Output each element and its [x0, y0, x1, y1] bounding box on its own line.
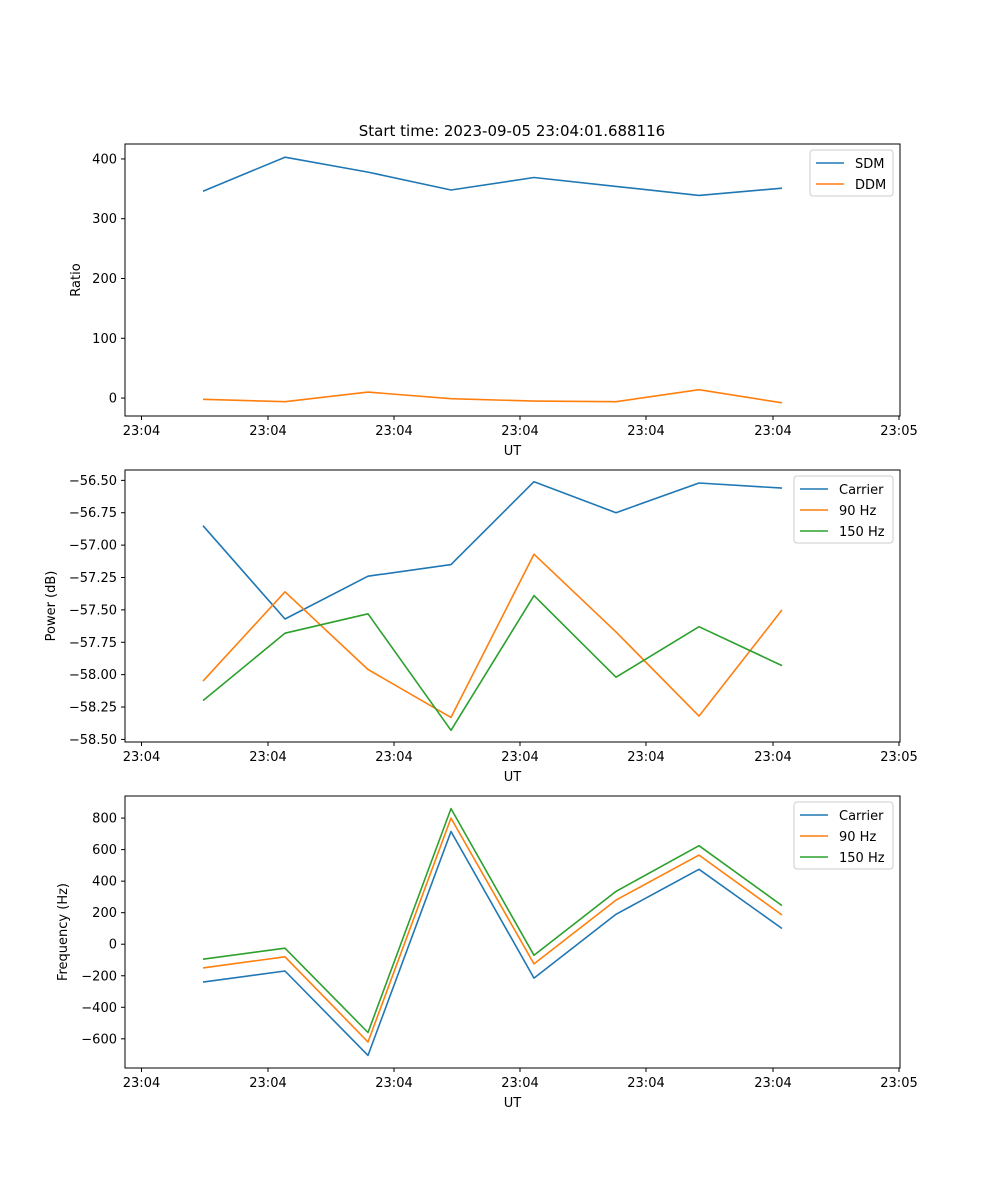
- power-x-axis-label: UT: [504, 770, 522, 785]
- frequency-y-tick-label: −400: [81, 1001, 117, 1016]
- power-y-tick-label: −58.50: [69, 733, 117, 748]
- ratio-axes-frame: [124, 143, 901, 417]
- frequency-y-tick-label: 0: [109, 938, 117, 953]
- power-legend-90-hz-label: 90 Hz: [839, 504, 876, 519]
- frequency-x-tick-label: 23:05: [880, 1076, 917, 1091]
- ratio-x-tick-label: 23:04: [249, 424, 286, 439]
- power-y-tick-label: −58.25: [69, 701, 117, 716]
- ratio-y-axis-label: Ratio: [69, 263, 84, 296]
- ratio-y-tick-label: 400: [92, 152, 117, 167]
- frequency-x-tick-label: 23:04: [123, 1076, 160, 1091]
- power-y-tick-label: −57.25: [69, 571, 117, 586]
- ratio-legend: SDM DDM: [809, 149, 894, 197]
- frequency-axes-frame: [124, 795, 901, 1069]
- frequency-legend-box: [793, 801, 894, 870]
- frequency-y-tick-label: −600: [81, 1032, 117, 1047]
- power-legend-box: [793, 475, 894, 544]
- ratio-x-tick-label: 23:04: [754, 424, 791, 439]
- ratio-x-tick-label: 23:04: [627, 424, 664, 439]
- ratio-y-tick-label: 0: [109, 392, 117, 407]
- power-panel: 23:04 23:04 23:04 23:04 23:04 23:04 23:05 UT −58…: [44, 469, 918, 785]
- frequency-x-tick-label: 23:04: [754, 1076, 791, 1091]
- power-y-tick-label: −56.75: [69, 506, 117, 521]
- frequency-series-carrier-line: [202, 830, 783, 1057]
- frequency-series-90-hz-line: [202, 817, 783, 1043]
- frequency-x-tick-label: 23:04: [627, 1076, 664, 1091]
- frequency-y-axis-label: Frequency (Hz): [56, 883, 71, 981]
- power-x-tick-label: 23:04: [627, 750, 664, 765]
- frequency-x-tick-label: 23:04: [249, 1076, 286, 1091]
- frequency-legend: Carrier 90 Hz 150 Hz: [793, 801, 894, 870]
- ratio-x-tick-label: 23:04: [375, 424, 412, 439]
- ratio-y-tick-label: 300: [92, 212, 117, 227]
- ratio-x-tick-label: 23:05: [880, 424, 917, 439]
- power-x-tick-label: 23:04: [501, 750, 538, 765]
- power-x-tick-label: 23:04: [375, 750, 412, 765]
- frequency-x-tick-label: 23:04: [375, 1076, 412, 1091]
- frequency-legend-carrier-label: Carrier: [839, 809, 884, 824]
- frequency-y-tick-label: 800: [92, 812, 117, 827]
- power-x-tick-label: 23:04: [123, 750, 160, 765]
- frequency-panel: 23:04 23:04 23:04 23:04 23:04 23:04 23:05 UT −60…: [56, 795, 918, 1111]
- ratio-series-ddm-line: [202, 388, 783, 404]
- ratio-x-tick-label: 23:04: [123, 424, 160, 439]
- ratio-series-sdm-line: [202, 156, 783, 197]
- power-y-tick-label: −56.50: [69, 474, 117, 489]
- ratio-legend-ddm-label: DDM: [855, 178, 886, 193]
- ratio-y-tick-label: 100: [92, 332, 117, 347]
- frequency-legend-150-hz-label: 150 Hz: [839, 851, 885, 866]
- frequency-y-tick-label: 200: [92, 906, 117, 921]
- power-legend-carrier-label: Carrier: [839, 483, 884, 498]
- power-series-90-hz-line: [202, 553, 783, 719]
- frequency-legend-90-hz-label: 90 Hz: [839, 830, 876, 845]
- frequency-y-tick-label: −200: [81, 969, 117, 984]
- ratio-panel: 23:04 23:04 23:04 23:04 23:04 23:04 23:05 UT 0 10…: [69, 143, 918, 459]
- power-y-tick-label: −57.75: [69, 636, 117, 651]
- ratio-legend-sdm-label: SDM: [855, 157, 884, 172]
- ratio-y-tick-label: 200: [92, 272, 117, 287]
- frequency-x-tick-label: 23:04: [501, 1076, 538, 1091]
- frequency-x-axis-label: UT: [504, 1096, 522, 1111]
- power-y-axis-label: Power (dB): [44, 571, 59, 642]
- power-x-tick-label: 23:04: [754, 750, 791, 765]
- frequency-series-150-hz-line: [202, 807, 783, 1034]
- power-axes-frame: [124, 469, 901, 743]
- power-y-tick-label: −57.00: [69, 539, 117, 554]
- power-legend-150-hz-label: 150 Hz: [839, 525, 885, 540]
- power-x-tick-label: 23:04: [249, 750, 286, 765]
- power-series-150-hz-line: [202, 594, 783, 732]
- frequency-y-tick-label: 600: [92, 843, 117, 858]
- power-x-tick-label: 23:05: [880, 750, 917, 765]
- ratio-x-tick-label: 23:04: [501, 424, 538, 439]
- power-series-carrier-line: [202, 480, 783, 620]
- frequency-y-tick-label: 400: [92, 875, 117, 890]
- power-y-tick-label: −57.50: [69, 603, 117, 618]
- power-y-tick-label: −58.00: [69, 668, 117, 683]
- figure-title: Start time: 2023-09-05 23:04:01.688116: [359, 122, 665, 140]
- power-legend: Carrier 90 Hz 150 Hz: [793, 475, 894, 544]
- ratio-x-axis-label: UT: [504, 444, 522, 459]
